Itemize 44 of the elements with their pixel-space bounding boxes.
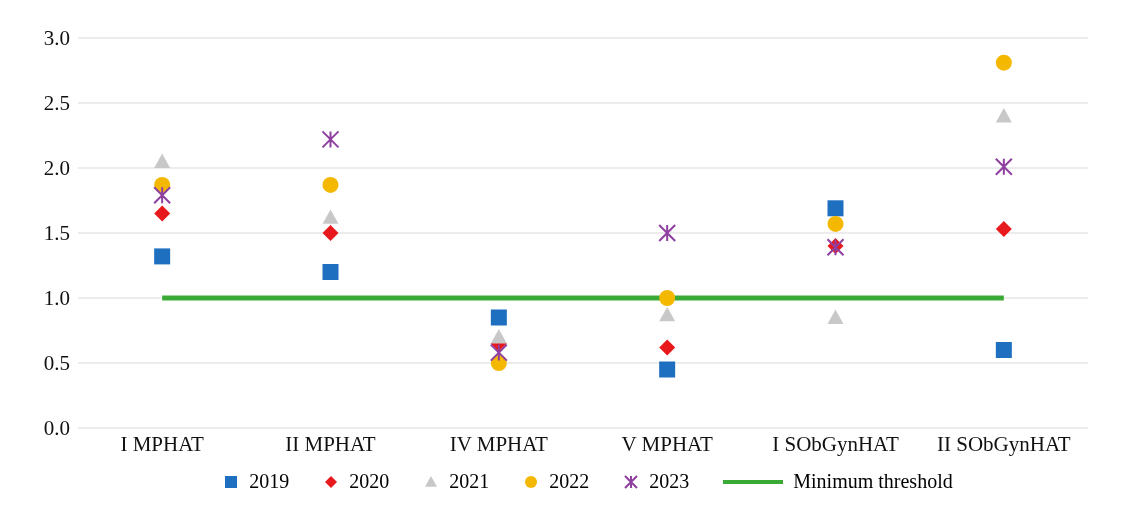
- legend-label: 2022: [549, 470, 590, 493]
- y-tick-label: 3.0: [43, 26, 70, 51]
- point: [827, 200, 844, 217]
- y-tick-label: 1.5: [43, 221, 70, 246]
- point: [995, 342, 1012, 358]
- point: [827, 215, 844, 232]
- point: [659, 361, 676, 378]
- point: [322, 264, 339, 280]
- point: [827, 309, 844, 324]
- x-tick-label: IV MPHAT: [449, 431, 549, 456]
- point: [659, 306, 676, 322]
- point: [490, 329, 507, 344]
- point: [154, 205, 171, 222]
- y-tick-label: 2.5: [43, 91, 70, 116]
- legend-label: 2020: [349, 470, 390, 493]
- y-tick-label: 0.0: [43, 416, 70, 441]
- point: [322, 225, 339, 241]
- point: [995, 54, 1012, 71]
- point: [322, 176, 339, 193]
- point: [659, 339, 676, 356]
- point: [153, 186, 172, 205]
- y-tick-label: 1.0: [43, 286, 70, 311]
- legend-label: Minimum threshold: [793, 470, 953, 493]
- y-tick-label: 0.5: [43, 351, 70, 376]
- legend-label: 2023: [649, 470, 690, 493]
- legend-label: 2021: [449, 470, 490, 493]
- point: [322, 209, 339, 224]
- point: [489, 343, 508, 362]
- x-tick-label: II MPHAT: [285, 431, 376, 456]
- x-tick-label: I MPHAT: [120, 431, 205, 456]
- point: [658, 224, 677, 242]
- point: [154, 248, 171, 265]
- point: [490, 309, 507, 326]
- x-tick-label: I SObGynHAT: [772, 431, 899, 456]
- legend-label: 2019: [249, 470, 290, 493]
- point: [321, 130, 340, 149]
- point: [154, 153, 171, 168]
- point: [659, 290, 676, 306]
- x-tick-label: II SObGynHAT: [937, 431, 1071, 456]
- y-tick-label: 2.0: [43, 156, 70, 181]
- point: [995, 221, 1012, 238]
- x-tick-label: V MPHAT: [621, 431, 713, 456]
- point: [994, 157, 1013, 176]
- point: [995, 108, 1012, 123]
